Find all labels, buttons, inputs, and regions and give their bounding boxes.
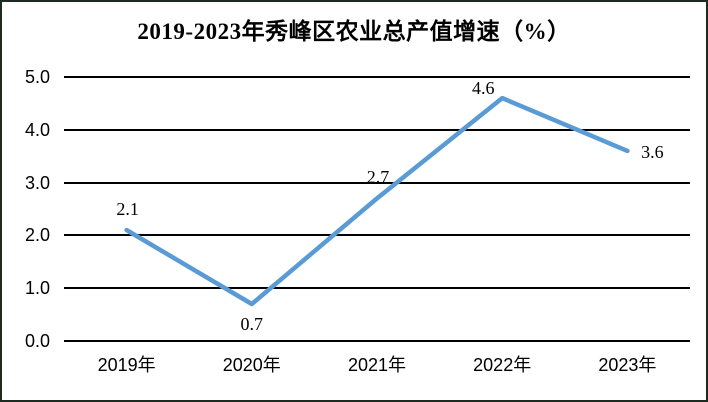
data-point-label: 2.7 [366,167,390,188]
gridline [64,76,690,78]
y-axis-tick-label: 4.0 [24,119,50,140]
gridline [64,340,690,342]
y-axis-tick-label: 1.0 [24,278,50,299]
data-point-label: 4.6 [471,78,495,99]
y-axis-tick-label: 3.0 [24,172,50,193]
gridline [64,287,690,290]
data-point-label: 0.7 [240,314,264,335]
x-axis-tick-label: 2020年 [222,355,281,375]
chart-title: 2019-2023年秀峰区农业总产值增速（%） [137,19,571,44]
gridline [64,128,690,131]
y-axis-tick-label: 0.0 [24,331,50,351]
data-point-label: 2.1 [116,199,139,220]
y-axis-tick-label: 5.0 [24,67,50,87]
x-axis-tick-label: 2019年 [97,355,156,375]
x-axis-tick-label: 2022年 [473,355,532,375]
x-axis-tick-label: 2023年 [598,355,657,375]
gridline [64,234,690,237]
data-point-label: 3.6 [641,141,664,162]
x-axis-tick-label: 2021年 [347,355,407,375]
y-axis-tick-label: 2.0 [24,225,50,246]
